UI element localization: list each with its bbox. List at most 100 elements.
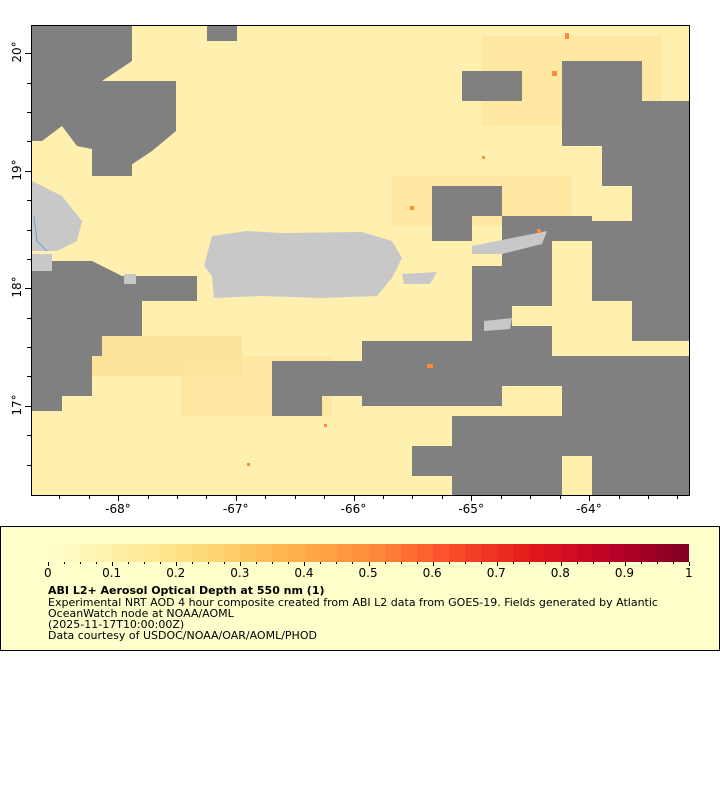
colorbar-tick xyxy=(160,562,162,564)
legend-description: Experimental NRT AOD 4 hour composite cr… xyxy=(48,596,658,609)
colorbar-swatch xyxy=(256,544,273,562)
lon-tick-label: -64° xyxy=(576,502,602,516)
colorbar-swatch xyxy=(609,544,626,562)
colorbar-swatch xyxy=(625,544,642,562)
lat-tick xyxy=(27,376,31,378)
colorbar-swatch xyxy=(464,544,481,562)
hispaniola-land xyxy=(32,181,82,251)
lon-tick xyxy=(441,495,443,499)
lon-tick xyxy=(88,495,90,499)
colorbar-swatch xyxy=(384,544,401,562)
colorbar-tick xyxy=(368,562,370,566)
colorbar-tick xyxy=(96,562,98,564)
colorbar-tick xyxy=(592,562,594,564)
colorbar-swatch xyxy=(208,544,225,562)
colorbar-tick xyxy=(352,562,354,564)
colorbar-tick-label: 0.5 xyxy=(358,566,378,580)
colorbar xyxy=(48,544,690,562)
colorbar-swatch xyxy=(336,544,353,562)
colorbar-swatch xyxy=(80,544,97,562)
lat-tick xyxy=(25,170,31,172)
colorbar-tick xyxy=(432,562,434,566)
lat-tick xyxy=(27,82,31,84)
colorbar-swatch xyxy=(128,544,145,562)
colorbar-tick xyxy=(304,562,306,566)
colorbar-swatch xyxy=(288,544,305,562)
colorbar-swatch xyxy=(416,544,433,562)
colorbar-tick-label: 0.6 xyxy=(422,566,442,580)
colorbar-tick xyxy=(272,562,274,564)
lon-tick xyxy=(647,495,649,499)
colorbar-tick xyxy=(400,562,402,564)
colorbar-tick xyxy=(176,562,178,566)
colorbar-tick xyxy=(576,562,578,564)
colorbar-tick xyxy=(224,562,226,564)
lat-tick-label: 17° xyxy=(10,394,24,416)
river-line xyxy=(33,215,48,252)
colorbar-swatch xyxy=(368,544,385,562)
colorbar-tick xyxy=(512,562,514,564)
lon-tick xyxy=(59,495,61,499)
colorbar-tick-label: 1 xyxy=(685,566,693,580)
colorbar-tick xyxy=(48,562,49,566)
lon-tick-label: -67° xyxy=(222,502,249,516)
colorbar-tick xyxy=(560,562,562,566)
lon-tick xyxy=(118,495,120,501)
colorbar-swatch xyxy=(544,544,561,562)
colorbar-tick-label: 0 xyxy=(44,566,52,580)
colorbar-swatch xyxy=(448,544,465,562)
colorbar-tick xyxy=(128,562,130,564)
colorbar-tick-label: 0.8 xyxy=(550,566,570,580)
lon-tick xyxy=(412,495,414,499)
colorbar-tick xyxy=(240,562,242,566)
colorbar-tick xyxy=(528,562,530,564)
lon-tick xyxy=(618,495,620,499)
colorbar-swatch xyxy=(512,544,529,562)
colorbar-tick xyxy=(144,562,146,564)
colorbar-swatch xyxy=(400,544,417,562)
colorbar-swatch xyxy=(64,544,81,562)
colorbar-swatch xyxy=(176,544,193,562)
colorbar-swatch xyxy=(593,544,610,562)
colorbar-tick xyxy=(112,562,114,566)
lat-tick xyxy=(27,111,31,113)
colorbar-swatch xyxy=(641,544,658,562)
colorbar-swatch xyxy=(48,544,65,562)
colorbar-tick-label: 0.1 xyxy=(102,566,122,580)
colorbar-tick xyxy=(320,562,322,564)
colorbar-tick xyxy=(336,562,338,564)
colorbar-swatch xyxy=(673,544,690,562)
colorbar-swatch xyxy=(352,544,369,562)
colorbar-swatch xyxy=(96,544,113,562)
colorbar-tick xyxy=(544,562,546,564)
lat-tick xyxy=(25,405,31,407)
colorbar-swatch xyxy=(480,544,497,562)
lon-tick xyxy=(677,495,679,499)
lon-tick xyxy=(589,495,591,501)
colorbar-swatch xyxy=(561,544,578,562)
colorbar-swatch xyxy=(144,544,161,562)
colorbar-tick-label: 0.7 xyxy=(486,566,506,580)
lon-tick xyxy=(530,495,532,499)
colorbar-swatch xyxy=(432,544,449,562)
colorbar-tick xyxy=(208,562,210,564)
lat-tick xyxy=(27,141,31,143)
colorbar-tick xyxy=(640,562,642,564)
lon-tick xyxy=(383,495,385,499)
colorbar-swatch xyxy=(304,544,321,562)
legend-panel: ABI L2+ Aerosol Optical Depth at 550 nm … xyxy=(0,526,720,651)
lat-tick xyxy=(27,258,31,260)
virgin-islands-land xyxy=(472,231,547,254)
colorbar-tick xyxy=(64,562,66,564)
lat-tick xyxy=(25,288,31,290)
lat-tick-label: 18° xyxy=(10,276,24,298)
colorbar-swatch xyxy=(528,544,545,562)
colorbar-tick xyxy=(384,562,386,564)
lon-tick-label: -66° xyxy=(340,502,367,516)
aod-high-pixels xyxy=(247,33,569,466)
lat-tick xyxy=(27,229,31,231)
colorbar-swatch xyxy=(657,544,674,562)
lon-tick xyxy=(324,495,326,499)
lat-tick xyxy=(27,200,31,202)
lat-tick xyxy=(27,317,31,319)
